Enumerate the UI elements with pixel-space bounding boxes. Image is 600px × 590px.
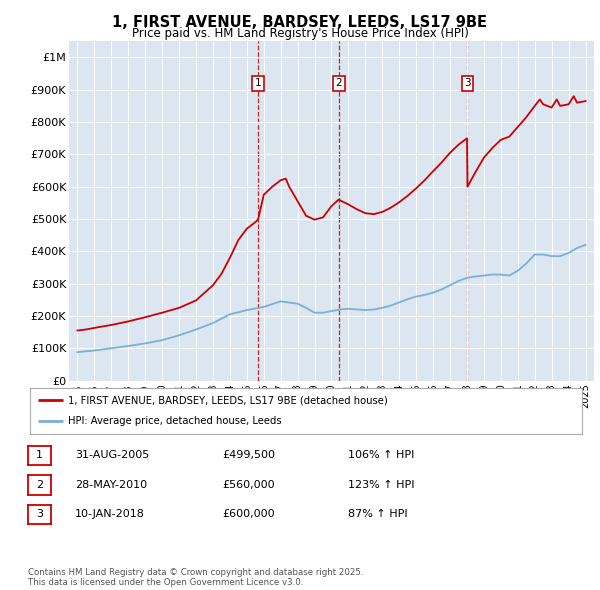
Text: 3: 3	[464, 78, 471, 88]
Text: £560,000: £560,000	[222, 480, 275, 490]
Text: Contains HM Land Registry data © Crown copyright and database right 2025.
This d: Contains HM Land Registry data © Crown c…	[28, 568, 364, 587]
Text: 28-MAY-2010: 28-MAY-2010	[75, 480, 147, 490]
Text: 1: 1	[36, 451, 43, 460]
Text: 2: 2	[36, 480, 43, 490]
Text: 3: 3	[36, 510, 43, 519]
Text: £600,000: £600,000	[222, 510, 275, 519]
Text: 87% ↑ HPI: 87% ↑ HPI	[348, 510, 407, 519]
Text: 106% ↑ HPI: 106% ↑ HPI	[348, 451, 415, 460]
Text: HPI: Average price, detached house, Leeds: HPI: Average price, detached house, Leed…	[68, 416, 281, 426]
Text: 1, FIRST AVENUE, BARDSEY, LEEDS, LS17 9BE: 1, FIRST AVENUE, BARDSEY, LEEDS, LS17 9B…	[113, 15, 487, 30]
Text: Price paid vs. HM Land Registry's House Price Index (HPI): Price paid vs. HM Land Registry's House …	[131, 27, 469, 40]
Text: 1, FIRST AVENUE, BARDSEY, LEEDS, LS17 9BE (detached house): 1, FIRST AVENUE, BARDSEY, LEEDS, LS17 9B…	[68, 395, 387, 405]
Text: 10-JAN-2018: 10-JAN-2018	[75, 510, 145, 519]
Text: 2: 2	[335, 78, 342, 88]
Text: 123% ↑ HPI: 123% ↑ HPI	[348, 480, 415, 490]
Text: 31-AUG-2005: 31-AUG-2005	[75, 451, 149, 460]
Text: £499,500: £499,500	[222, 451, 275, 460]
Text: 1: 1	[255, 78, 262, 88]
